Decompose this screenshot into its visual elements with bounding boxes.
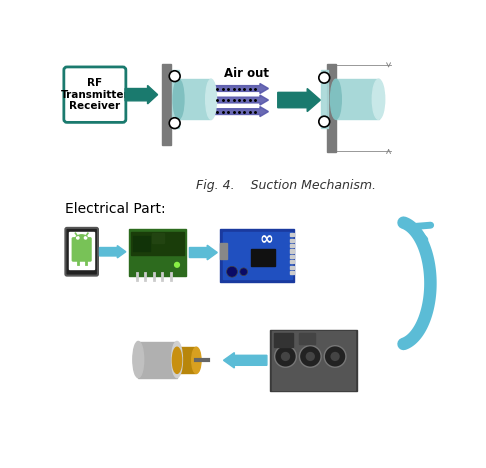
FancyArrow shape xyxy=(278,88,320,111)
Bar xyxy=(220,243,226,259)
Bar xyxy=(290,271,294,274)
FancyBboxPatch shape xyxy=(66,228,98,276)
Circle shape xyxy=(169,118,180,129)
Bar xyxy=(172,70,178,128)
Bar xyxy=(290,249,294,253)
Circle shape xyxy=(77,237,79,239)
Bar xyxy=(251,249,275,266)
Bar xyxy=(69,233,94,270)
Bar xyxy=(129,229,186,276)
Circle shape xyxy=(275,346,296,367)
Circle shape xyxy=(226,266,238,277)
Bar xyxy=(138,342,177,378)
Ellipse shape xyxy=(172,342,182,378)
FancyBboxPatch shape xyxy=(64,67,126,122)
Circle shape xyxy=(281,352,290,361)
Bar xyxy=(328,64,336,153)
FancyArrow shape xyxy=(224,352,267,368)
FancyArrow shape xyxy=(125,86,157,104)
Bar xyxy=(272,331,355,389)
Circle shape xyxy=(306,352,315,361)
Text: Fig. 4.    Suction Mechanism.: Fig. 4. Suction Mechanism. xyxy=(196,179,376,192)
Circle shape xyxy=(324,346,346,367)
Bar xyxy=(290,239,294,242)
Bar xyxy=(290,255,294,258)
Circle shape xyxy=(85,237,87,239)
Bar xyxy=(270,329,357,391)
Circle shape xyxy=(169,71,180,81)
Circle shape xyxy=(319,116,330,127)
Ellipse shape xyxy=(133,342,144,378)
FancyArrow shape xyxy=(100,246,126,258)
Ellipse shape xyxy=(191,347,201,373)
FancyArrow shape xyxy=(214,95,268,105)
Ellipse shape xyxy=(173,79,184,119)
Circle shape xyxy=(330,352,340,361)
Bar xyxy=(177,347,196,373)
Bar xyxy=(290,244,294,247)
Circle shape xyxy=(319,73,330,83)
Bar xyxy=(131,232,184,255)
Text: Electrical Part:: Electrical Part: xyxy=(65,202,165,216)
FancyArrow shape xyxy=(190,245,217,260)
Bar xyxy=(299,333,315,344)
Text: RF
Transmitter
Receiver: RF Transmitter Receiver xyxy=(61,78,129,111)
Circle shape xyxy=(174,262,180,268)
Bar xyxy=(178,79,211,119)
Bar xyxy=(336,79,379,119)
Bar xyxy=(220,229,294,282)
Bar xyxy=(290,260,294,263)
Bar xyxy=(290,233,294,236)
Ellipse shape xyxy=(330,79,341,119)
Bar xyxy=(321,70,328,128)
Ellipse shape xyxy=(75,235,88,242)
Circle shape xyxy=(299,346,321,367)
FancyArrow shape xyxy=(214,107,268,117)
Bar xyxy=(223,232,292,279)
Circle shape xyxy=(240,268,247,276)
Ellipse shape xyxy=(173,347,182,373)
Bar xyxy=(162,64,171,145)
Bar xyxy=(290,266,294,269)
Bar xyxy=(152,233,164,242)
FancyArrow shape xyxy=(214,83,268,94)
Text: Air out: Air out xyxy=(224,66,268,80)
Text: ∞: ∞ xyxy=(260,230,274,249)
Ellipse shape xyxy=(372,79,385,119)
FancyBboxPatch shape xyxy=(71,237,92,262)
Bar xyxy=(133,235,150,251)
Ellipse shape xyxy=(206,79,217,119)
Bar xyxy=(274,333,293,347)
